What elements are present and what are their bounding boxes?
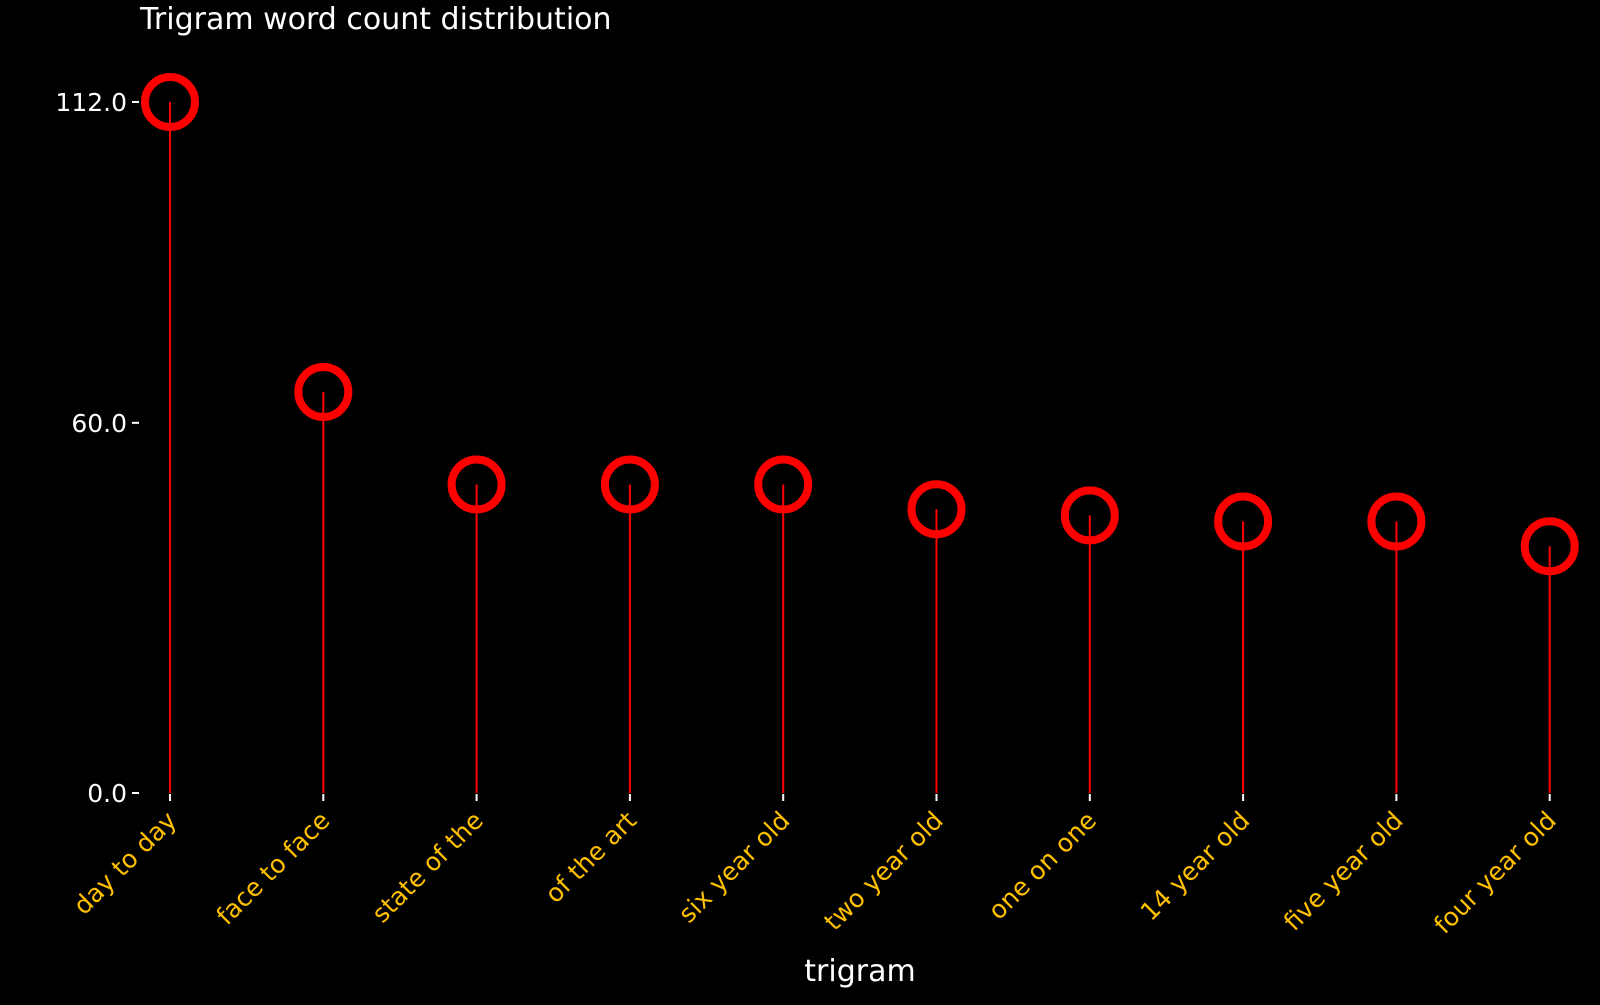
lollipop-marker bbox=[907, 480, 966, 539]
x-tick-label: face to face bbox=[211, 806, 336, 931]
x-axis-label: trigram bbox=[804, 954, 915, 989]
x-axis: day to day face to face state of the of the… bbox=[68, 794, 1562, 939]
x-tick-label: state of the bbox=[366, 806, 489, 929]
x-tick-label: four year old bbox=[1428, 806, 1562, 940]
lollipop-marker bbox=[754, 455, 813, 514]
lollipop-stems bbox=[169, 102, 1551, 793]
x-tick-label: one on one bbox=[982, 806, 1102, 926]
chart-title: Trigram word count distribution bbox=[139, 2, 612, 37]
y-axis: 0.0 60.0 112.0 bbox=[55, 88, 139, 808]
lollipop-markers bbox=[141, 73, 1579, 576]
lollipop-marker bbox=[294, 362, 353, 421]
y-tick-label: 60.0 bbox=[71, 409, 127, 438]
lollipop-marker bbox=[1367, 492, 1426, 551]
lollipop-marker bbox=[1060, 486, 1119, 545]
lollipop-marker bbox=[600, 455, 659, 514]
x-tick-label: two year old bbox=[818, 806, 948, 936]
x-tick-label: 14 year old bbox=[1135, 806, 1256, 927]
lollipop-marker bbox=[1214, 492, 1273, 551]
lollipop-marker bbox=[141, 73, 199, 131]
x-tick-label: day to day bbox=[68, 806, 183, 921]
y-tick-label: 0.0 bbox=[87, 779, 127, 808]
lollipop-marker bbox=[1520, 517, 1579, 576]
x-tick-label: six year old bbox=[673, 806, 796, 929]
x-tick-label: five year old bbox=[1278, 806, 1409, 937]
y-tick-label: 112.0 bbox=[55, 88, 127, 117]
lollipop-marker bbox=[447, 455, 506, 514]
x-tick-label: of the art bbox=[539, 806, 642, 909]
